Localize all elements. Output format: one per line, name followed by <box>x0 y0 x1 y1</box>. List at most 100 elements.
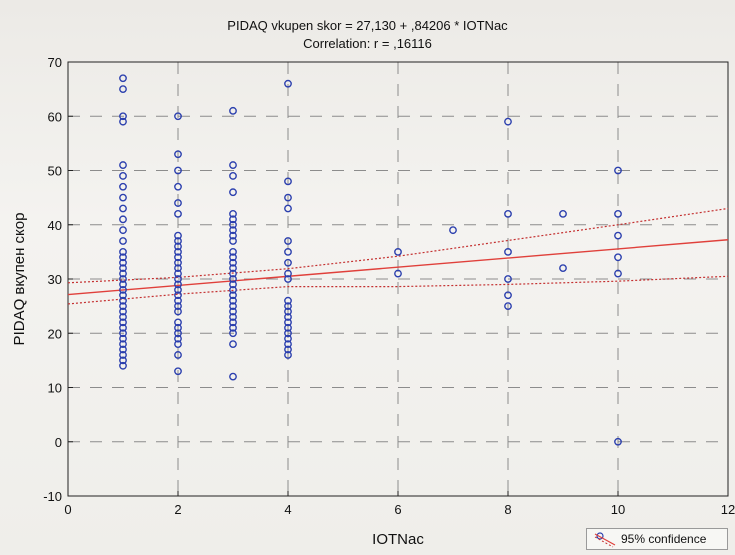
x-axis-label: IOTNac <box>372 531 424 548</box>
data-point <box>119 269 127 278</box>
data-point <box>284 193 292 202</box>
regression-line <box>67 239 729 296</box>
data-point <box>284 323 292 332</box>
data-point <box>394 247 402 256</box>
x-tick-label: 2 <box>174 502 181 517</box>
confidence-band <box>67 207 729 305</box>
data-point <box>614 166 622 175</box>
data-point <box>229 323 237 332</box>
data-point <box>229 209 237 218</box>
data-point <box>119 74 127 83</box>
y-tick-label: 60 <box>48 109 62 124</box>
legend-label: 95% confidence <box>621 532 707 546</box>
y-tick-label: 70 <box>48 55 62 70</box>
data-point <box>119 204 127 213</box>
data-point <box>174 182 182 191</box>
data-point <box>229 291 237 300</box>
data-point <box>229 275 237 283</box>
data-point <box>229 269 237 278</box>
data-point <box>284 204 292 213</box>
data-point <box>174 318 182 327</box>
data-point <box>174 247 182 256</box>
data-point <box>449 226 457 235</box>
data-point <box>174 150 182 159</box>
data-point <box>504 275 512 283</box>
data-point <box>504 291 512 300</box>
data-point <box>119 318 127 327</box>
data-point <box>229 237 237 245</box>
data-point <box>119 302 127 311</box>
data-point <box>119 285 127 294</box>
data-point <box>174 269 182 278</box>
data-point <box>614 253 622 262</box>
data-point <box>119 264 127 273</box>
chart-title: PIDAQ vkupen skor = 27,130 + ,84206 * IO… <box>227 18 508 33</box>
data-point <box>174 253 182 262</box>
data-point <box>119 182 127 191</box>
data-point <box>119 193 127 202</box>
data-point <box>284 307 292 316</box>
data-point <box>119 117 127 126</box>
data-point <box>229 220 237 229</box>
data-point <box>119 280 127 289</box>
data-point <box>119 323 127 332</box>
data-point <box>229 264 237 273</box>
data-point <box>119 161 127 169</box>
data-point <box>284 351 292 359</box>
legend: 95% confidence <box>586 528 728 550</box>
data-point <box>284 296 292 305</box>
data-point <box>119 226 127 235</box>
data-point <box>119 253 127 262</box>
data-point <box>174 285 182 294</box>
chart-subtitle: Correlation: r = ,16116 <box>303 36 432 51</box>
data-point <box>119 215 127 224</box>
data-point <box>614 269 622 278</box>
x-tick-label: 4 <box>284 502 291 517</box>
data-point <box>174 307 182 316</box>
regression-line-path <box>67 239 729 296</box>
data-point <box>174 334 182 343</box>
y-tick-label: 30 <box>48 272 62 287</box>
data-point <box>174 112 182 121</box>
y-tick-label: -10 <box>43 489 62 504</box>
data-point <box>284 340 292 348</box>
data-point <box>119 334 127 343</box>
data-point <box>229 258 237 267</box>
data-point <box>284 258 292 267</box>
x-tick-label: 8 <box>504 502 511 517</box>
data-point <box>229 285 237 294</box>
data-point <box>119 237 127 245</box>
data-point <box>174 242 182 251</box>
data-point <box>119 296 127 305</box>
data-point <box>174 291 182 300</box>
data-point <box>119 340 127 348</box>
data-point <box>119 247 127 256</box>
y-tick-label: 10 <box>48 381 62 396</box>
data-point <box>229 313 237 321</box>
data-point <box>174 275 182 283</box>
data-point <box>119 258 127 267</box>
data-point <box>174 237 182 245</box>
data-point <box>119 361 127 370</box>
data-point <box>504 209 512 218</box>
data-point <box>119 275 127 283</box>
data-point <box>229 253 237 262</box>
data-point <box>174 302 182 311</box>
x-tick-label: 6 <box>394 502 401 517</box>
data-point <box>394 269 402 278</box>
data-point <box>229 280 237 289</box>
data-point <box>229 226 237 235</box>
data-points <box>119 74 622 446</box>
data-point <box>119 291 127 300</box>
x-tick-label: 0 <box>64 502 71 517</box>
data-point <box>504 247 512 256</box>
data-point <box>119 313 127 321</box>
data-point <box>119 356 127 365</box>
data-point <box>174 231 182 240</box>
data-point <box>284 345 292 354</box>
data-point <box>229 340 237 348</box>
data-point <box>229 188 237 197</box>
x-tick-label: 10 <box>611 502 625 517</box>
